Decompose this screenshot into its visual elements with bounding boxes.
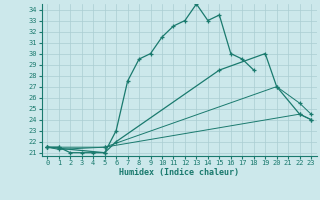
X-axis label: Humidex (Indice chaleur): Humidex (Indice chaleur) [119, 168, 239, 177]
